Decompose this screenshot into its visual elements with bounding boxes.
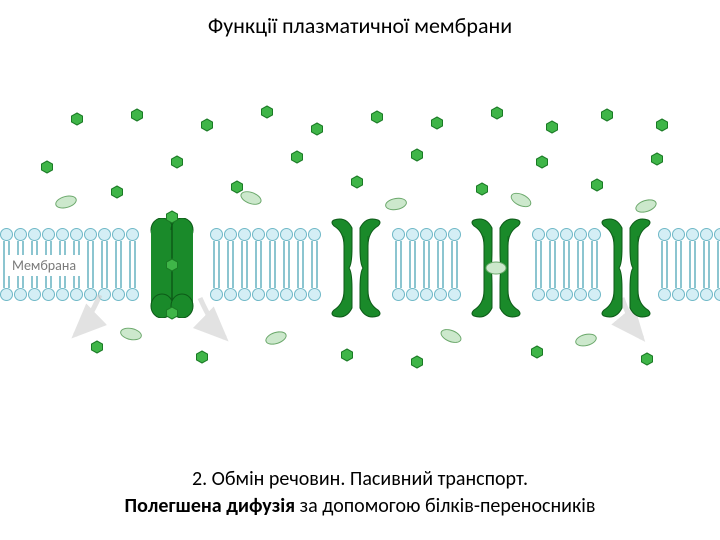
- molecule-hexagon: [260, 105, 274, 119]
- molecule-hexagon: [130, 108, 144, 122]
- molecule-hexagon: [165, 210, 179, 224]
- molecule-hexagon: [110, 185, 124, 199]
- membrane-diagram: Мембрана: [0, 100, 720, 380]
- molecule-hexagon: [165, 258, 179, 272]
- caption-bold: Полегшена дифузія: [125, 494, 296, 518]
- molecule-hexagon: [200, 118, 214, 132]
- caption-line1: 2. Обмін речовин. Пасивний транспорт.: [0, 466, 720, 493]
- membrane-label: Мембрана: [8, 255, 80, 276]
- molecule-hexagon: [70, 112, 84, 126]
- caption: 2. Обмін речовин. Пасивний транспорт. По…: [0, 466, 720, 520]
- molecule-hexagon: [350, 175, 364, 189]
- molecule-hexagon: [545, 120, 559, 134]
- molecule-hexagon: [535, 155, 549, 169]
- molecule-hexagon: [640, 352, 654, 366]
- molecule-hexagon: [590, 178, 604, 192]
- molecule-hexagon: [410, 355, 424, 369]
- molecule-hexagon: [410, 148, 424, 162]
- molecule-hexagon: [430, 116, 444, 130]
- molecule-hexagon: [90, 340, 104, 354]
- channel-protein-3: [600, 218, 648, 308]
- page-title: Функції плазматичної мембрани: [0, 0, 720, 39]
- molecule-hexagon: [340, 348, 354, 362]
- molecule-hexagon: [475, 182, 489, 196]
- channel-protein-2: [470, 218, 518, 308]
- caption-rest: за допомогою білків-переносників: [295, 494, 595, 518]
- molecule-hexagon: [600, 108, 614, 122]
- caption-line2: Полегшена дифузія за допомогою білків-пе…: [0, 493, 720, 520]
- molecule-hexagon: [650, 152, 664, 166]
- molecule-hexagon: [655, 118, 669, 132]
- molecule-hexagon: [530, 345, 544, 359]
- channel-protein-1: [330, 218, 378, 308]
- molecule-hexagon: [165, 306, 179, 320]
- molecule-hexagon: [370, 110, 384, 124]
- molecule-hexagon: [310, 122, 324, 136]
- molecule-hexagon: [490, 106, 504, 120]
- molecule-hexagon: [290, 150, 304, 164]
- molecule-hexagon: [195, 350, 209, 364]
- molecule-hexagon: [40, 160, 54, 174]
- molecule-hexagon: [170, 155, 184, 169]
